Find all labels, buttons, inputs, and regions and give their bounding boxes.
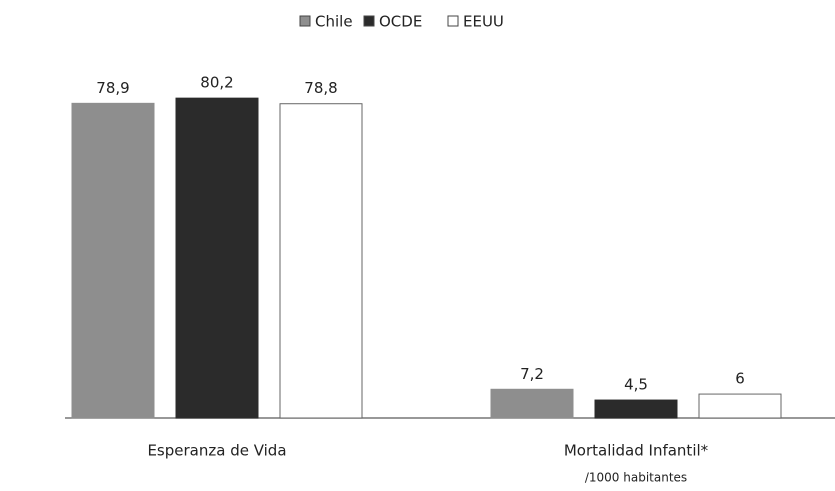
x-annotation: /1000 habitantes (585, 471, 687, 485)
bar (175, 97, 259, 419)
value-label: 4,5 (624, 376, 648, 394)
legend-swatch (299, 15, 311, 27)
bar (279, 103, 363, 419)
bar (71, 102, 155, 419)
legend-label: EEUU (463, 13, 504, 31)
value-label: 6 (735, 370, 745, 388)
value-label: 80,2 (200, 74, 233, 92)
x-tick-label: Mortalidad Infantil* (564, 442, 709, 460)
x-tick-label: Esperanza de Vida (147, 442, 286, 460)
bar (490, 388, 574, 419)
legend-swatch (447, 15, 459, 27)
legend-label: OCDE (379, 13, 422, 31)
value-label: 78,9 (96, 79, 129, 97)
value-label: 7,2 (520, 365, 544, 383)
value-label: 78,8 (304, 79, 337, 97)
legend-swatch (363, 15, 375, 27)
bar (698, 393, 782, 419)
legend-label: Chile (315, 13, 353, 31)
bar (594, 399, 678, 419)
